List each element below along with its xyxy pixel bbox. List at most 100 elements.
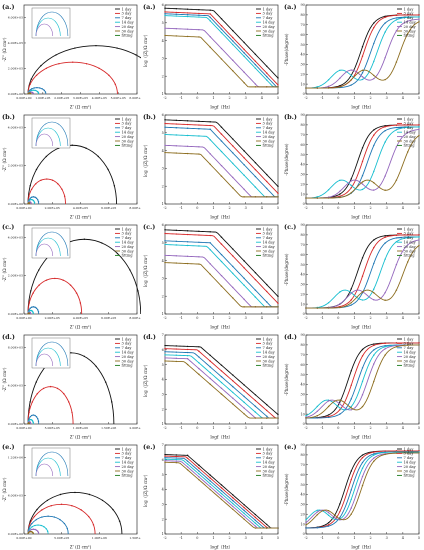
series-2-point — [407, 14, 409, 16]
series-6-point — [350, 407, 352, 409]
panel-label: (a.) — [143, 3, 156, 11]
legend-label-2: 3 day — [122, 342, 133, 346]
series-1-point — [97, 155, 100, 158]
panel-label: (e.) — [284, 443, 297, 451]
series-3-point — [63, 522, 66, 525]
series-3-point — [186, 14, 189, 16]
series-1-point — [113, 185, 116, 187]
legend-label-2: 3 day — [263, 122, 274, 126]
series-3-point — [350, 398, 352, 400]
inset-arc — [35, 451, 69, 477]
x-tick-label: 3 — [245, 536, 247, 540]
series-1-point — [277, 295, 279, 298]
series-3-point — [361, 72, 364, 74]
y-tick-label: 0 — [303, 92, 305, 96]
series-5-point — [175, 255, 177, 257]
x-tick-label: 5 — [418, 536, 420, 540]
series-5-point — [164, 460, 166, 462]
y-axis-label: -Z'' (Ω cm²) — [2, 477, 7, 501]
series-5-point — [361, 394, 364, 396]
series-3-point — [316, 417, 318, 419]
panel-a-phase: (a.) logf（Hz） -Phase(degree) -2 -1 0 1 2 3 4 5 0 10 2… — [282, 0, 423, 110]
series-6-point — [395, 346, 398, 348]
series-3-point — [243, 395, 245, 398]
series-5-point — [407, 20, 409, 22]
series-1-line — [164, 345, 279, 415]
series-3-point — [44, 91, 47, 93]
y-tick-label: 4 — [162, 149, 164, 153]
series-1-point — [186, 8, 189, 10]
series-6-point — [175, 152, 177, 154]
series-1-point — [266, 65, 268, 67]
series-4-point — [220, 31, 223, 34]
series-6-point — [198, 36, 200, 38]
inset-arc — [35, 243, 54, 257]
series-2-point — [28, 524, 31, 526]
series-1-point — [209, 121, 211, 123]
legend-label-3: 7 day — [122, 16, 133, 20]
legend-label-1: 1 day — [263, 447, 274, 451]
series-3-point — [266, 75, 268, 78]
series-2-point — [186, 457, 189, 459]
series-2-point — [49, 385, 52, 388]
legend-label-6: 30 day — [122, 359, 135, 363]
series-1-point — [186, 345, 189, 348]
series-3-point — [395, 126, 398, 129]
series-6-point — [384, 453, 386, 456]
legend-label-1: 1 day — [122, 337, 133, 341]
series-5-point — [316, 410, 318, 413]
y-tick-label: 0 — [303, 312, 305, 316]
series-4-point — [164, 354, 166, 356]
x-tick-label: 2 — [369, 426, 371, 430]
series-2-point — [58, 63, 60, 65]
series-1-point — [220, 126, 223, 128]
series-3-point — [175, 457, 177, 459]
y-tick-label: 4 — [162, 39, 164, 43]
series-2-point — [32, 292, 34, 294]
series-6-point — [373, 460, 375, 462]
series-1-point — [129, 269, 131, 271]
x-tick-label: 4 — [402, 96, 404, 100]
series-1-point — [55, 54, 57, 56]
series-4-point — [243, 401, 245, 403]
plot-frame — [305, 4, 420, 95]
series-2-point — [418, 14, 420, 16]
series-3-point — [53, 516, 56, 518]
chart-a-nyquist: (a.) Z' (Ω cm²) -Z'' (Ω cm²) 0.00E+00 1.00E+… — [2, 3, 141, 110]
series-3-point — [220, 376, 223, 378]
legend-label-6: 30 day — [122, 249, 135, 253]
series-3-point — [327, 525, 330, 527]
series-4-point — [327, 189, 330, 191]
series-1-point — [232, 29, 234, 32]
series-6-point — [316, 415, 318, 417]
series-3-point — [350, 304, 352, 306]
series-4-point — [254, 67, 257, 69]
series-2-point — [30, 188, 33, 191]
series-3-point — [243, 509, 245, 512]
series-6-point — [232, 508, 234, 510]
plot-frame — [164, 224, 279, 315]
x-tick-label: 0 — [196, 426, 198, 430]
series-6-point — [28, 313, 31, 315]
series-1-point — [198, 346, 200, 348]
x-axis-label: Z' (Ω cm²) — [70, 545, 92, 550]
series-5-line — [306, 239, 420, 309]
series-1-point — [384, 125, 386, 127]
series-6-point — [373, 74, 375, 77]
series-3-point — [198, 14, 200, 16]
series-1-point — [116, 47, 118, 49]
x-tick-label: 4 — [402, 316, 404, 320]
series-1-point — [59, 493, 62, 496]
series-5-point — [373, 77, 375, 80]
series-3-point — [37, 201, 40, 203]
series-2-point — [232, 36, 234, 39]
legend-label-5: 20 day — [263, 355, 276, 359]
series-2-point — [266, 409, 268, 412]
series-6-point — [277, 527, 279, 529]
inset-arc — [35, 463, 54, 477]
series-4-point — [350, 405, 352, 408]
x-tick-label: 0.00E+00 — [16, 536, 31, 540]
series-5-point — [243, 71, 245, 73]
series-2-point — [198, 350, 200, 352]
chart-b-phase: (b.)logf（Hz）-Phase(degree)-2 -1 0 1 2 3 4 50102… — [284, 113, 420, 220]
